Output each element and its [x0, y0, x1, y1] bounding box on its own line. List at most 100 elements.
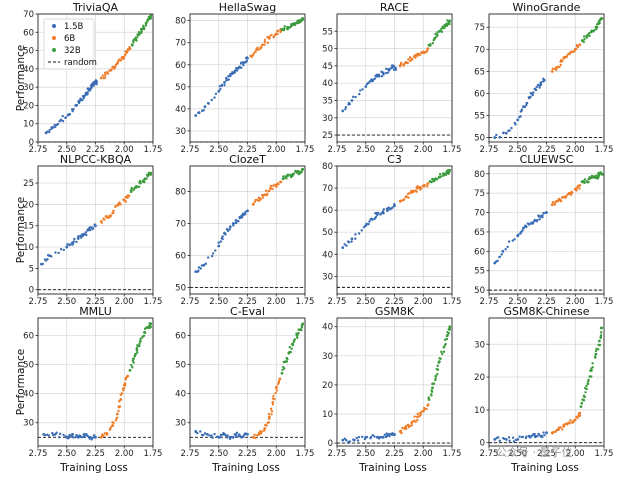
data-point: [599, 334, 603, 337]
data-point: [538, 218, 541, 221]
data-point: [385, 434, 389, 438]
data-point: [72, 436, 75, 439]
y-tick-label: 50: [175, 361, 186, 371]
panels-group: 2.75 2.50 2.25 2.00 1.75010203040506070Trivi…: [23, 1, 613, 459]
data-point: [104, 73, 107, 77]
data-point: [533, 432, 536, 436]
x-tick-label: 2.25: [238, 145, 257, 155]
y-tick-label: 60: [175, 331, 186, 341]
data-point: [575, 43, 579, 47]
grid: [189, 166, 306, 294]
data-point: [600, 331, 603, 334]
data-point: [109, 426, 113, 429]
data-point: [587, 180, 590, 184]
data-point: [237, 220, 240, 223]
data-point: [90, 436, 94, 439]
data-point: [221, 237, 224, 241]
data-point: [105, 432, 109, 436]
data-point: [199, 430, 202, 433]
x-tick-label: 2.50: [209, 449, 228, 459]
x-tick-label: 2.00: [115, 449, 134, 459]
data-point: [382, 73, 385, 76]
y-tick-label: 80: [175, 188, 186, 198]
data-point: [525, 435, 528, 438]
data-point: [377, 211, 380, 215]
series-1.5B: [341, 202, 396, 250]
data-point: [105, 215, 109, 219]
data-point: [382, 208, 386, 211]
data-point: [508, 129, 511, 132]
data-point: [298, 171, 302, 174]
data-point: [522, 226, 525, 230]
data-point: [48, 130, 51, 134]
data-point: [112, 209, 115, 212]
data-point: [242, 61, 245, 64]
x-tick-label: 2.50: [508, 449, 527, 459]
data-point: [598, 339, 601, 343]
data-point: [80, 236, 83, 239]
data-point: [416, 412, 419, 416]
data-point: [263, 38, 267, 42]
data-point: [109, 214, 113, 217]
legend-marker: [52, 48, 56, 52]
data-point: [423, 407, 426, 411]
x-tick-label: 2.75: [480, 449, 499, 459]
data-point: [542, 211, 545, 215]
data-point: [103, 76, 107, 79]
y-tick-label: 65: [474, 67, 485, 77]
series-6B: [249, 28, 283, 59]
data-point: [385, 209, 389, 212]
data-point: [408, 424, 412, 428]
data-point: [62, 248, 66, 252]
x-tick-label: 2.25: [86, 145, 105, 155]
data-point: [149, 14, 153, 18]
data-point: [144, 326, 148, 329]
y-tick-label: 70: [474, 209, 485, 219]
data-point: [529, 436, 532, 439]
data-point: [447, 332, 451, 335]
data-point: [382, 436, 385, 439]
x-tick-label: 1.75: [296, 449, 315, 459]
data-point: [558, 65, 561, 69]
data-point: [525, 225, 528, 229]
data-point: [144, 21, 148, 25]
grid: [336, 165, 453, 294]
data-point: [580, 402, 584, 405]
y-tick-label: 0: [480, 439, 485, 449]
data-point: [132, 361, 135, 364]
data-point: [532, 91, 535, 94]
y-tick-label: 0: [29, 286, 34, 296]
data-point: [55, 431, 58, 434]
data-point: [122, 198, 126, 202]
data-point: [561, 428, 564, 431]
data-point: [77, 235, 80, 238]
data-point: [270, 409, 274, 413]
panel-title: RACE: [380, 1, 409, 14]
y-tick-label: 40: [175, 390, 186, 400]
y-axis-label-row2: Performance: [15, 197, 27, 264]
data-point: [557, 426, 561, 429]
data-point: [388, 69, 391, 72]
data-point: [79, 434, 82, 438]
data-point: [429, 43, 432, 46]
data-point: [493, 136, 497, 139]
data-point: [384, 71, 388, 75]
data-point: [214, 92, 218, 96]
data-point: [297, 21, 301, 25]
data-point: [118, 201, 121, 204]
data-point: [137, 32, 141, 36]
data-point: [246, 209, 249, 213]
data-point: [59, 118, 63, 122]
x-tick-label: 2.75: [29, 297, 48, 307]
data-point: [597, 348, 600, 351]
data-point: [543, 433, 546, 437]
data-point: [149, 322, 153, 326]
y-tick-label: 30: [23, 419, 34, 429]
data-point: [431, 41, 435, 45]
data-point: [94, 224, 97, 228]
data-point: [202, 109, 205, 112]
data-point: [426, 185, 429, 188]
data-point: [359, 89, 362, 92]
y-tick-label: 15: [23, 222, 34, 232]
data-point: [149, 173, 153, 176]
